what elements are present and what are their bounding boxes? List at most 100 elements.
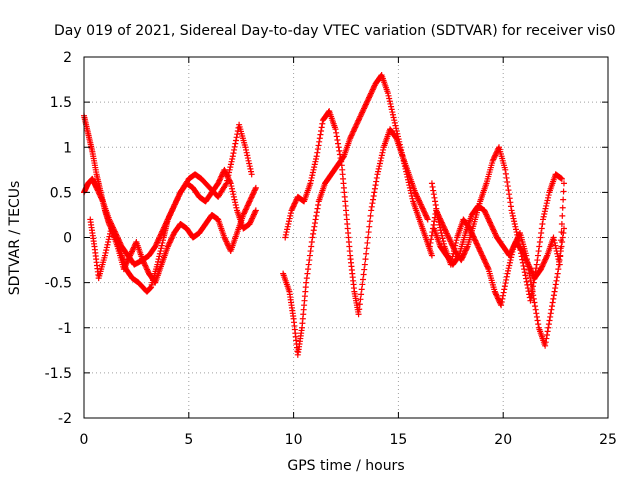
- data-point: [223, 238, 230, 245]
- data-point: [538, 229, 545, 236]
- data-point: [519, 248, 526, 255]
- data-point: [166, 212, 173, 219]
- data-point: [469, 232, 476, 239]
- data-point: [233, 134, 240, 141]
- data-point: [505, 265, 512, 272]
- data-point: [223, 239, 230, 246]
- data-point: [368, 207, 375, 214]
- data-point: [159, 227, 166, 234]
- data-point: [288, 207, 295, 214]
- data-point: [503, 276, 510, 283]
- data-point: [435, 219, 442, 226]
- data-point: [357, 112, 364, 119]
- data-point: [249, 191, 256, 198]
- data-point: [543, 335, 550, 342]
- data-point: [499, 292, 506, 299]
- data-point: [542, 205, 549, 212]
- data-point: [368, 89, 375, 96]
- data-point: [559, 204, 566, 211]
- data-point: [244, 155, 251, 162]
- data-point: [369, 200, 376, 207]
- data-point: [560, 225, 567, 232]
- data-point: [314, 146, 321, 153]
- data-point: [556, 261, 563, 268]
- data-point: [483, 211, 490, 218]
- data-point: [305, 261, 312, 268]
- data-point: [153, 240, 160, 247]
- data-point: [536, 239, 543, 246]
- data-point: [97, 192, 104, 199]
- data-point: [520, 252, 527, 259]
- data-point: [247, 219, 254, 226]
- data-point: [417, 201, 424, 208]
- data-point: [229, 188, 236, 195]
- data-point: [128, 248, 135, 255]
- data-point: [226, 166, 233, 173]
- data-point: [364, 98, 371, 105]
- data-point: [284, 223, 291, 230]
- data-point: [364, 239, 371, 246]
- data-point: [544, 331, 551, 338]
- data-point: [156, 253, 163, 260]
- data-point: [248, 171, 255, 178]
- data-point: [523, 275, 530, 282]
- data-point: [386, 98, 393, 105]
- data-point: [140, 258, 147, 265]
- data-point: [166, 240, 173, 247]
- data-point: [492, 152, 499, 159]
- data-point: [95, 188, 102, 195]
- data-point: [168, 208, 175, 215]
- data-point: [315, 202, 322, 209]
- data-point: [318, 124, 325, 131]
- data-point: [311, 164, 318, 171]
- data-point: [372, 182, 379, 189]
- data-point: [103, 244, 110, 251]
- data-point: [307, 248, 314, 255]
- data-point: [460, 251, 467, 258]
- data-point: [313, 212, 320, 219]
- data-point: [162, 221, 169, 228]
- data-point: [541, 208, 548, 215]
- data-point: [433, 209, 440, 216]
- series-3: [87, 184, 259, 286]
- x-tick-label: 0: [80, 432, 89, 448]
- data-point: [125, 255, 132, 262]
- data-point: [246, 220, 253, 227]
- data-point: [218, 173, 225, 180]
- data-point: [462, 248, 469, 255]
- data-point: [120, 266, 127, 273]
- data-point: [291, 200, 298, 207]
- data-point: [226, 169, 233, 176]
- data-point: [511, 220, 518, 227]
- data-point: [533, 313, 540, 320]
- data-point: [507, 199, 514, 206]
- data-point: [218, 172, 225, 179]
- data-point: [492, 230, 499, 237]
- data-point: [554, 270, 561, 277]
- data-point: [364, 97, 371, 104]
- data-point: [455, 253, 462, 260]
- data-point: [287, 210, 294, 217]
- data-point: [509, 247, 516, 254]
- data-point: [521, 253, 528, 260]
- data-point: [533, 310, 540, 317]
- data-point: [244, 203, 251, 210]
- data-point: [553, 248, 560, 255]
- data-point: [161, 223, 168, 230]
- data-point: [458, 257, 465, 264]
- data-point: [304, 270, 311, 277]
- data-point: [337, 155, 344, 162]
- data-point: [159, 228, 166, 235]
- data-point: [391, 119, 398, 126]
- data-point: [389, 109, 396, 116]
- data-point: [247, 197, 254, 204]
- data-point: [556, 258, 563, 265]
- data-point: [463, 246, 470, 253]
- data-point: [215, 178, 222, 185]
- data-point: [507, 249, 514, 256]
- data-point: [484, 263, 491, 270]
- data-point: [448, 241, 455, 248]
- data-point: [526, 264, 533, 271]
- data-point: [433, 205, 440, 212]
- data-point: [242, 207, 249, 214]
